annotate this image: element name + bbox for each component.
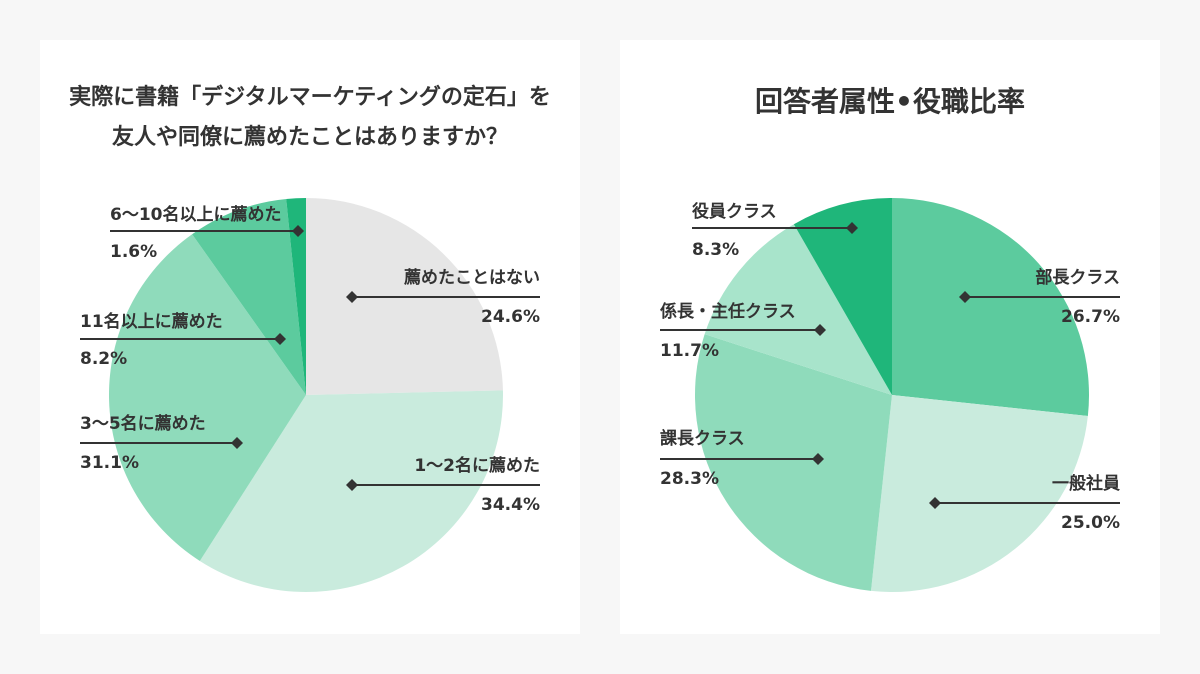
pie-slice: [892, 197, 1090, 416]
leader-marker: [812, 453, 824, 465]
slice-label: 役員クラス: [692, 201, 777, 222]
slice-value: 11.7%: [660, 341, 719, 361]
pie-slice: [871, 395, 1088, 593]
leader-marker: [959, 291, 971, 303]
pie-slice: [192, 199, 306, 395]
chart-panel-position: 回答者属性•役職比率 部長クラス 26.7% 一般社員 25.0% 課長クラス 28.3%…: [620, 40, 1160, 634]
pie-chart-position: 部長クラス 26.7% 一般社員 25.0% 課長クラス 28.3% 係長・主任クラス 11.…: [660, 197, 1120, 593]
chart-title: 回答者属性•役職比率: [620, 82, 1160, 122]
slice-value: 1.6%: [110, 242, 157, 262]
leader-marker: [231, 437, 243, 449]
chart-title-line-1: 回答者属性•役職比率: [755, 85, 1025, 118]
pie-slice: [704, 224, 892, 395]
slice-label: 一般社員: [1052, 473, 1120, 494]
chart-panel-recommend: 実際に書籍「デジタルマーケティングの定石」を 友人や同僚に薦めたことはありますか…: [40, 40, 580, 634]
slice-value: 8.2%: [80, 349, 127, 369]
slice-callout: 1〜2名に薦めた 34.4%: [346, 455, 540, 515]
pie-slice: [199, 390, 504, 593]
slice-callout: 部長クラス 26.7%: [959, 267, 1120, 327]
pie-slice: [793, 198, 892, 395]
chart-title-line-1: 実際に書籍「デジタルマーケティングの定石」を: [69, 85, 551, 110]
pie-slice: [109, 234, 306, 561]
slice-callout: 6〜10名以上に薦めた 1.6%: [110, 204, 304, 262]
slice-label: 1〜2名に薦めた: [414, 455, 540, 476]
leader-marker: [846, 222, 858, 234]
leader-marker: [346, 291, 358, 303]
slice-label: 6〜10名以上に薦めた: [110, 204, 282, 225]
slice-value: 24.6%: [481, 307, 540, 327]
leader-marker: [814, 324, 826, 336]
leader-marker: [274, 333, 286, 345]
slice-label: 課長クラス: [660, 428, 745, 449]
slice-label: 薦めたことはない: [404, 267, 540, 288]
slice-callout: 3〜5名に薦めた 31.1%: [80, 413, 243, 473]
leader-marker: [929, 497, 941, 509]
chart-title-line-2: 友人や同僚に薦めたことはありますか？: [111, 125, 508, 150]
slice-value: 8.3%: [692, 240, 739, 260]
slice-label: 3〜5名に薦めた: [80, 413, 206, 434]
slice-value: 31.1%: [80, 453, 139, 473]
slice-value: 34.4%: [481, 495, 540, 515]
slice-value: 26.7%: [1061, 307, 1120, 327]
slice-label: 部長クラス: [1035, 267, 1120, 288]
slice-callout: 課長クラス 28.3%: [660, 428, 824, 489]
leader-marker: [346, 479, 358, 491]
slice-callout: 一般社員 25.0%: [929, 473, 1120, 533]
slice-callout: 薦めたことはない 24.6%: [346, 267, 540, 327]
slice-label: 係長・主任クラス: [660, 301, 796, 322]
slice-callout: 係長・主任クラス 11.7%: [660, 301, 826, 361]
slice-value: 25.0%: [1061, 513, 1120, 533]
slice-callout: 役員クラス 8.3%: [692, 201, 858, 260]
pie-chart-recommend: 薦めたことはない 24.6% 1〜2名に薦めた 34.4% 3〜5名に薦めた 31.1% 1…: [80, 198, 540, 593]
leader-marker: [292, 225, 304, 237]
chart-title: 実際に書籍「デジタルマーケティングの定石」を 友人や同僚に薦めたことはありますか…: [40, 78, 580, 158]
pie-slice: [694, 334, 892, 591]
pie-slice: [286, 198, 306, 395]
slice-value: 28.3%: [660, 469, 719, 489]
slice-label: 11名以上に薦めた: [80, 311, 223, 332]
slice-callout: 11名以上に薦めた 8.2%: [80, 311, 286, 369]
